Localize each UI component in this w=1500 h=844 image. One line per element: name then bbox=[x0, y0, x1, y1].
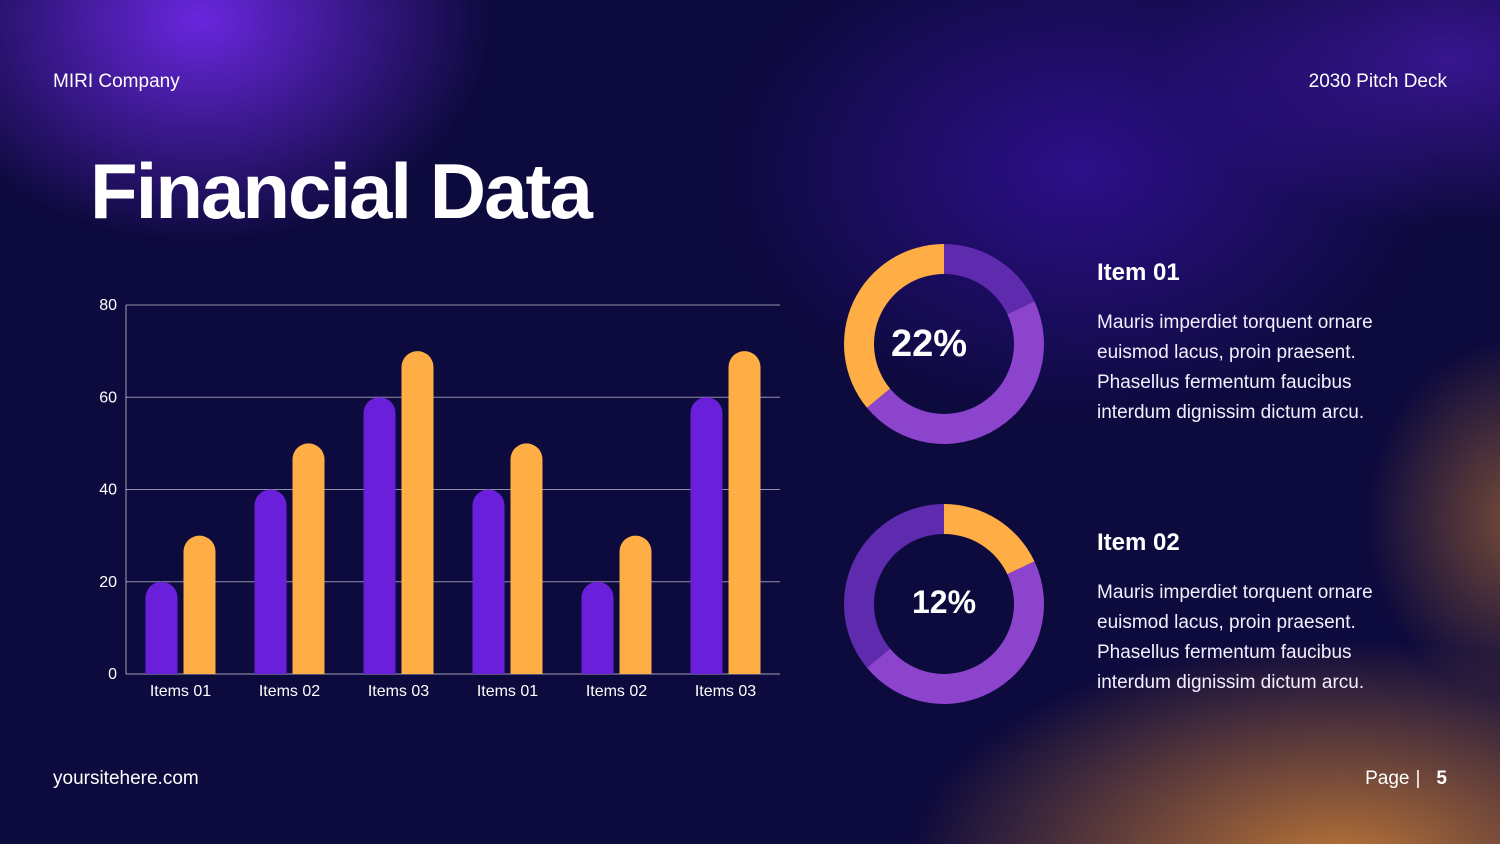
bar-1-4 bbox=[581, 581, 614, 674]
x-tick-label-3: Items 01 bbox=[477, 683, 538, 700]
x-tick-label-5: Items 03 bbox=[695, 683, 756, 700]
bar-2-1 bbox=[292, 443, 325, 674]
bar-1-2 bbox=[363, 397, 396, 674]
item-1-text: Mauris imperdiet torquent ornare euismod… bbox=[1097, 312, 1373, 423]
bar-1-0 bbox=[145, 581, 178, 674]
donut-chart-1 bbox=[844, 244, 1044, 445]
bar-1-5 bbox=[690, 397, 723, 674]
bar-2-2 bbox=[401, 351, 434, 674]
x-tick-label-0: Items 01 bbox=[150, 683, 211, 700]
donut-2-slice-2 bbox=[844, 504, 944, 668]
y-tick-label-0: 0 bbox=[108, 666, 117, 683]
donut-1-slice-1 bbox=[866, 301, 1044, 445]
item-2-text: Mauris imperdiet torquent ornare euismod… bbox=[1097, 582, 1373, 693]
bar-2-0 bbox=[183, 535, 216, 674]
donut-1-slice-0 bbox=[944, 244, 1035, 315]
donut-2-slice-1 bbox=[866, 561, 1044, 705]
page-label: Page bbox=[1365, 768, 1410, 789]
page-separator: | bbox=[1415, 768, 1421, 789]
page-number: 5 bbox=[1436, 768, 1447, 789]
donut-2-slice-0 bbox=[944, 504, 1035, 575]
y-tick-label-1: 20 bbox=[99, 574, 117, 591]
bar-2-5 bbox=[728, 351, 761, 674]
item-1-title: Item 01 bbox=[1097, 259, 1180, 286]
page-indicator: Page | 5 bbox=[1365, 768, 1447, 790]
donut-2-label: 12% bbox=[911, 584, 977, 620]
x-tick-label-2: Items 03 bbox=[368, 683, 429, 700]
y-tick-label-4: 80 bbox=[99, 297, 117, 314]
item-2-title: Item 02 bbox=[1097, 529, 1180, 556]
x-tick-label-4: Items 02 bbox=[586, 683, 647, 700]
website-url: yoursitehere.com bbox=[53, 768, 199, 789]
company-name: MIRI Company bbox=[53, 71, 180, 92]
bar-2-3 bbox=[510, 443, 543, 674]
y-tick-label-2: 40 bbox=[99, 482, 117, 499]
x-tick-label-1: Items 02 bbox=[259, 683, 320, 700]
page-title: Financial Data bbox=[90, 147, 593, 235]
bar-1-1 bbox=[254, 489, 287, 674]
y-tick-label-3: 60 bbox=[99, 389, 117, 406]
donut-1-slice-2 bbox=[844, 244, 944, 408]
bar-2-4 bbox=[619, 535, 652, 674]
donut-chart-2 bbox=[844, 504, 1044, 705]
bar-1-3 bbox=[472, 489, 505, 674]
bar-chart: 0 20 40 60 80 Items 01 Items 02 Items 03 Items 0… bbox=[99, 297, 780, 700]
deck-title: 2030 Pitch Deck bbox=[1308, 71, 1447, 92]
donut-1-label: 22% bbox=[890, 323, 968, 365]
